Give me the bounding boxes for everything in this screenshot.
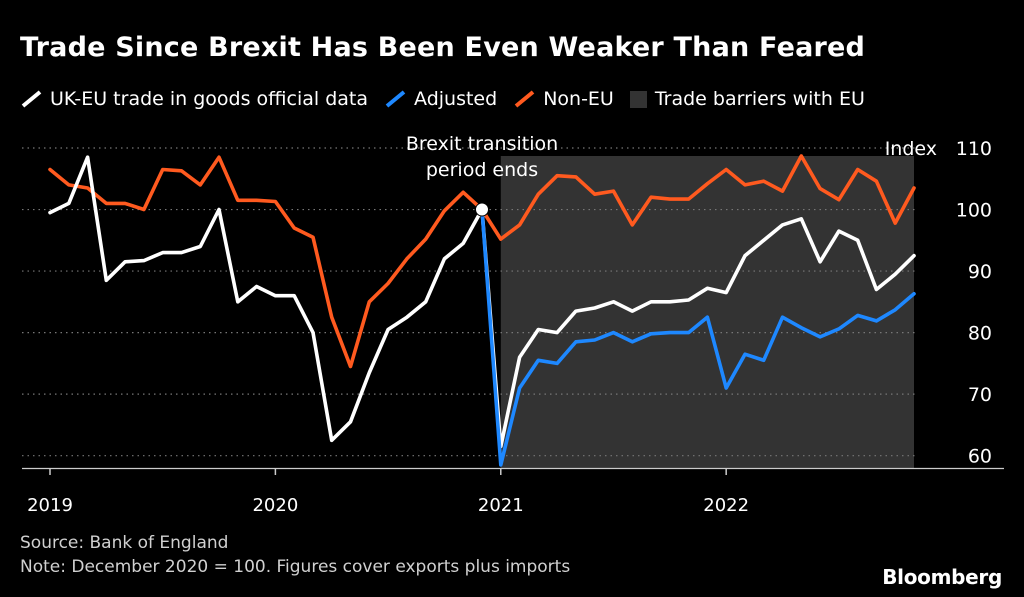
legend: UK-EU trade in goods official data Adjus… xyxy=(20,88,881,110)
legend-swatch-shade-icon xyxy=(629,90,647,108)
legend-item-adjusted: Adjusted xyxy=(384,88,497,110)
legend-label-adjusted: Adjusted xyxy=(414,88,498,110)
y-tick-label-90: 90 xyxy=(968,261,992,283)
x-tick-label-2022: 2022 xyxy=(703,495,749,516)
shaded-region-trade-barriers xyxy=(500,156,914,468)
annotation-line-2: period ends xyxy=(426,159,538,181)
annotation-line-1: Brexit transition xyxy=(406,133,558,155)
y-tick-label-70: 70 xyxy=(968,384,992,406)
legend-line-white-icon xyxy=(21,90,42,108)
y-tick-label-110: 110 xyxy=(956,138,992,160)
legend-item-trade-barriers: Trade barriers with EU xyxy=(629,88,865,110)
series-line-adjusted xyxy=(480,207,916,467)
y-tick-label-80: 80 xyxy=(968,323,992,345)
legend-label-uk-eu: UK-EU trade in goods official data xyxy=(50,88,369,110)
annotation-marker xyxy=(475,202,489,217)
y-tick-label-60: 60 xyxy=(968,446,992,468)
legend-label-non-eu: Non-EU xyxy=(543,88,614,110)
legend-item-uk-eu: UK-EU trade in goods official data xyxy=(20,88,368,110)
y-tick-label-100: 100 xyxy=(956,200,992,222)
legend-line-orange-icon xyxy=(514,90,535,108)
source-note: Source: Bank of England xyxy=(20,533,229,553)
legend-line-blue-icon xyxy=(385,90,406,108)
y-axis-label: Index xyxy=(885,138,937,160)
legend-item-non-eu: Non-EU xyxy=(513,88,614,110)
legend-label-trade-barriers: Trade barriers with EU xyxy=(654,88,865,110)
chart-title: Trade Since Brexit Has Been Even Weaker … xyxy=(20,32,866,63)
x-tick-label-2021: 2021 xyxy=(478,495,524,516)
footnote: Note: December 2020 = 100. Figures cover… xyxy=(20,557,571,577)
x-tick-label-2019: 2019 xyxy=(27,495,73,516)
x-tick-label-2020: 2020 xyxy=(252,495,298,516)
bloomberg-logo: Bloomberg xyxy=(882,565,1002,589)
